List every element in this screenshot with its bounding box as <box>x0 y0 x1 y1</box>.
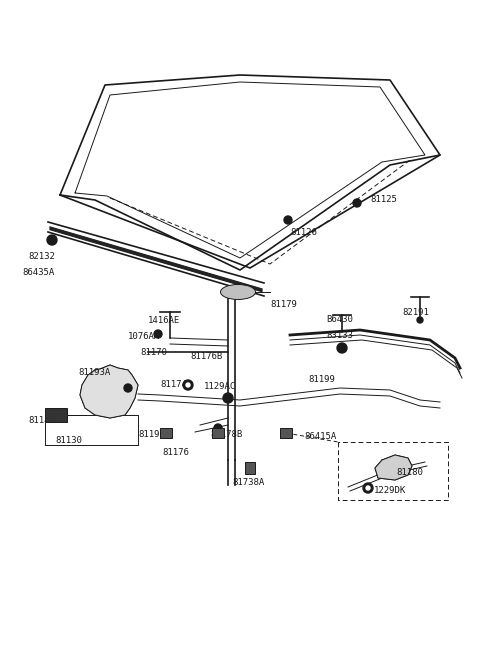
Text: 83133: 83133 <box>326 331 353 340</box>
Text: 82191: 82191 <box>402 308 429 317</box>
Text: 1416AE: 1416AE <box>148 316 180 325</box>
Text: 81180: 81180 <box>396 468 423 477</box>
Text: 82132: 82132 <box>28 252 55 261</box>
Circle shape <box>353 199 361 207</box>
FancyBboxPatch shape <box>280 428 292 438</box>
FancyBboxPatch shape <box>212 428 224 438</box>
Circle shape <box>186 383 190 387</box>
Circle shape <box>154 330 162 338</box>
Text: 81174: 81174 <box>160 380 187 389</box>
FancyBboxPatch shape <box>245 462 255 474</box>
Text: 81190B: 81190B <box>138 430 170 439</box>
Text: 81179: 81179 <box>270 300 297 309</box>
Text: 1229DK: 1229DK <box>374 486 406 495</box>
Circle shape <box>214 424 222 432</box>
FancyBboxPatch shape <box>45 408 67 422</box>
Text: 81130: 81130 <box>55 436 82 445</box>
Circle shape <box>223 393 233 403</box>
Text: 81170: 81170 <box>140 348 167 357</box>
Circle shape <box>47 235 57 245</box>
Circle shape <box>337 343 347 353</box>
Polygon shape <box>375 455 412 480</box>
Text: 81738A: 81738A <box>232 478 264 487</box>
Text: 81142: 81142 <box>28 416 55 425</box>
Circle shape <box>124 384 132 392</box>
Text: 86415A: 86415A <box>304 432 336 441</box>
Circle shape <box>363 483 373 493</box>
Circle shape <box>284 216 292 224</box>
FancyBboxPatch shape <box>160 428 172 438</box>
Text: 81176B: 81176B <box>190 352 222 361</box>
Text: 1129AC: 1129AC <box>204 382 236 391</box>
Text: 81126: 81126 <box>290 228 317 237</box>
Circle shape <box>183 380 193 390</box>
Polygon shape <box>80 365 138 418</box>
Circle shape <box>417 317 423 323</box>
Ellipse shape <box>220 284 255 300</box>
Text: 81125: 81125 <box>370 195 397 204</box>
Text: 81176: 81176 <box>162 448 189 457</box>
Circle shape <box>366 486 370 490</box>
Text: 81193A: 81193A <box>78 368 110 377</box>
Text: B6430: B6430 <box>326 315 353 324</box>
Text: 86435A: 86435A <box>22 268 54 277</box>
Text: 1076AM: 1076AM <box>128 332 160 341</box>
Text: 81199: 81199 <box>308 375 335 384</box>
Text: 81178B: 81178B <box>210 430 242 439</box>
